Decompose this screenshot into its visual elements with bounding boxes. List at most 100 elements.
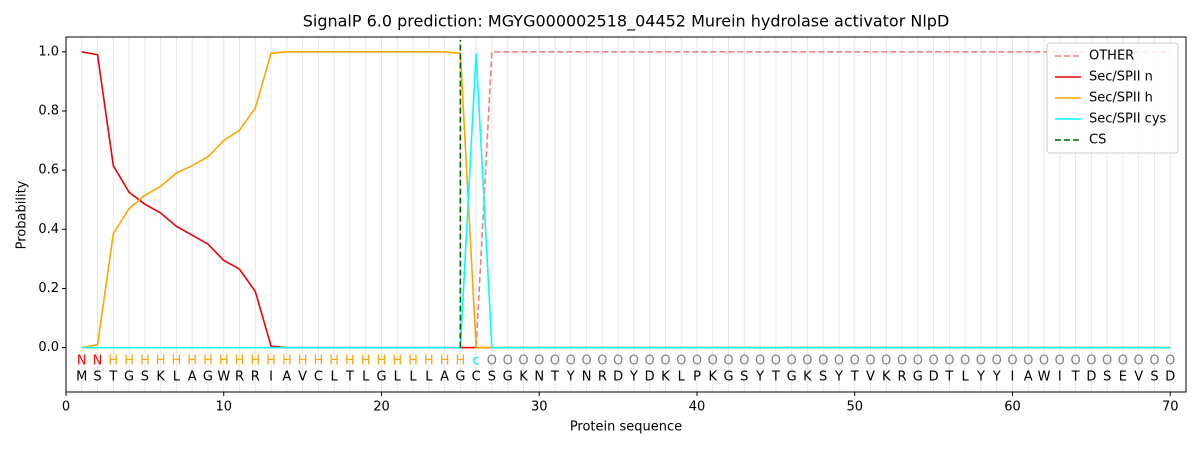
residue: V bbox=[866, 370, 875, 385]
residue-label: O bbox=[692, 353, 702, 368]
legend-label: Sec/SPII h bbox=[1089, 91, 1153, 106]
residue-label: H bbox=[250, 353, 260, 368]
residue: T bbox=[944, 370, 953, 385]
series-line bbox=[81, 51, 1171, 349]
residue: G bbox=[913, 370, 923, 385]
residue-label: H bbox=[440, 353, 450, 368]
residue-label: O bbox=[897, 353, 907, 368]
residue-label: H bbox=[203, 353, 213, 368]
residue: T bbox=[850, 370, 859, 385]
residue-label: H bbox=[108, 353, 118, 368]
residue-label: H bbox=[377, 353, 387, 368]
residue: L bbox=[331, 370, 339, 385]
residue: D bbox=[645, 370, 655, 385]
residue-label: H bbox=[124, 353, 134, 368]
residue: T bbox=[345, 370, 354, 385]
residue-label: H bbox=[424, 353, 434, 368]
residue: K bbox=[708, 370, 717, 385]
residue: C bbox=[314, 370, 323, 385]
residue: T bbox=[771, 370, 780, 385]
residue: A bbox=[282, 370, 291, 385]
residue: R bbox=[898, 370, 907, 385]
residue-label: O bbox=[613, 353, 623, 368]
residue: W bbox=[1038, 370, 1051, 385]
residue: D bbox=[929, 370, 939, 385]
residue: L bbox=[362, 370, 370, 385]
plot-frame bbox=[65, 36, 1187, 393]
residue-label: O bbox=[1055, 353, 1065, 368]
residue-label: O bbox=[818, 353, 828, 368]
residue: T bbox=[550, 370, 559, 385]
residue: K bbox=[661, 370, 670, 385]
residue: T bbox=[1071, 370, 1080, 385]
residue-label: O bbox=[787, 353, 797, 368]
residue-label: O bbox=[976, 353, 986, 368]
residue: G bbox=[376, 370, 386, 385]
legend-label: Sec/SPII n bbox=[1089, 70, 1153, 85]
residue: G bbox=[455, 370, 465, 385]
residue: C bbox=[472, 370, 481, 385]
residue: V bbox=[1134, 370, 1143, 385]
residue-label: N bbox=[93, 353, 103, 368]
residue-label: H bbox=[282, 353, 292, 368]
residue: K bbox=[156, 370, 165, 385]
residue-label: O bbox=[850, 353, 860, 368]
legend-label: Sec/SPII cys bbox=[1089, 112, 1167, 127]
residue-label: N bbox=[77, 353, 87, 368]
residue-label: H bbox=[266, 353, 276, 368]
residue-label: O bbox=[676, 353, 686, 368]
residue-label: O bbox=[944, 353, 954, 368]
x-tick-label: 0 bbox=[62, 400, 70, 415]
y-tick-label: 0.2 bbox=[38, 281, 59, 296]
residue: K bbox=[519, 370, 528, 385]
residue: A bbox=[440, 370, 449, 385]
residue-label: H bbox=[455, 353, 465, 368]
series-line bbox=[81, 53, 1171, 349]
x-tick-label: 20 bbox=[373, 400, 390, 415]
residue-label: O bbox=[487, 353, 497, 368]
series-line bbox=[81, 50, 1171, 349]
residue-label: O bbox=[645, 353, 655, 368]
residue: Y bbox=[976, 370, 985, 385]
residue-label: c bbox=[473, 353, 480, 368]
residue: K bbox=[882, 370, 891, 385]
y-tick-label: 0.4 bbox=[38, 222, 59, 237]
residue-label: O bbox=[629, 353, 639, 368]
residue-label: O bbox=[960, 353, 970, 368]
residue: S bbox=[93, 370, 101, 385]
residue: N bbox=[534, 370, 544, 385]
residue-label: H bbox=[156, 353, 166, 368]
residue-label: O bbox=[1007, 353, 1017, 368]
residue-label: O bbox=[708, 353, 718, 368]
residue-label: O bbox=[723, 353, 733, 368]
residue: L bbox=[425, 370, 433, 385]
residue: M bbox=[76, 370, 87, 385]
residue: S bbox=[1150, 370, 1158, 385]
residue-label: O bbox=[771, 353, 781, 368]
y-tick-label: 0.6 bbox=[38, 163, 59, 178]
residue: I bbox=[1058, 370, 1062, 385]
legend-label: OTHER bbox=[1089, 49, 1134, 64]
residue-label: H bbox=[329, 353, 339, 368]
residue: Y bbox=[834, 370, 843, 385]
residue: W bbox=[217, 370, 230, 385]
residue-label: O bbox=[1165, 353, 1175, 368]
residue-label: O bbox=[1023, 353, 1033, 368]
residue: G bbox=[203, 370, 213, 385]
residue-label: O bbox=[739, 353, 749, 368]
residue-label: H bbox=[298, 353, 308, 368]
x-tick-label: 40 bbox=[689, 400, 706, 415]
residue: L bbox=[394, 370, 402, 385]
residue: A bbox=[1024, 370, 1033, 385]
residue-label: O bbox=[802, 353, 812, 368]
residue-label: H bbox=[408, 353, 418, 368]
residue-label: H bbox=[361, 353, 371, 368]
residue-label: O bbox=[834, 353, 844, 368]
residue: A bbox=[188, 370, 197, 385]
residue: Y bbox=[566, 370, 575, 385]
residue-label: O bbox=[566, 353, 576, 368]
residue-label: H bbox=[187, 353, 197, 368]
residue: I bbox=[269, 370, 273, 385]
legend-label: CS bbox=[1089, 133, 1106, 148]
